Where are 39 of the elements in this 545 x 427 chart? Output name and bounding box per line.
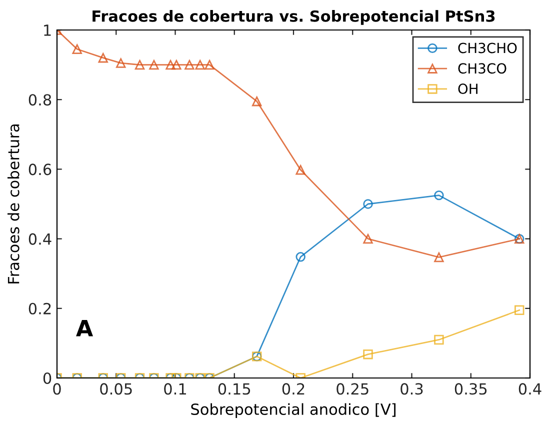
y-tick-label: 1 [44,24,51,36]
annotation: A [76,320,94,336]
chart-title: Fracoes de cobertura vs. Sobrepotencial PtSn3 [92,10,495,25]
point [434,252,444,262]
point [149,60,159,70]
x-tick-label: 0.15 [218,383,250,395]
x-axis-title: Sobrepotencial anodico [V] [191,403,396,418]
x-tick-label: 0.25 [336,383,368,395]
point [184,60,194,70]
point [296,165,306,175]
x-tick-label: 0 [53,383,61,395]
point [72,44,82,54]
point [434,190,444,200]
point [116,58,126,68]
point [363,199,373,209]
point [134,60,145,70]
y-tick-label: 0 [43,372,52,384]
point [98,52,108,63]
point [172,60,182,70]
x-tick-label: 0.05 [100,383,132,395]
y-tick-label: 0.6 [28,164,52,176]
x-tick-label: 0.3 [400,383,423,395]
x-tick-label: 0.2 [282,383,304,395]
point [252,96,262,106]
point [166,60,176,70]
y-tick-label: 0.2 [28,302,51,314]
legend-label: CH3CHO [458,42,517,54]
legend-label: OH [458,84,478,94]
point [204,60,214,70]
y-tick-label: 0.8 [28,94,52,106]
y-tick-label: 0.4 [28,233,52,245]
x-tick-label: 0.4 [518,383,542,395]
point [296,252,306,262]
legend-label: CH3CO [458,63,506,74]
x-tick-label: 0.35 [454,383,487,395]
point [195,60,205,70]
x-tick-label: 0.1 [164,383,186,395]
y-axis-title: Fracoes de cobertura [8,124,20,284]
point [363,234,373,244]
